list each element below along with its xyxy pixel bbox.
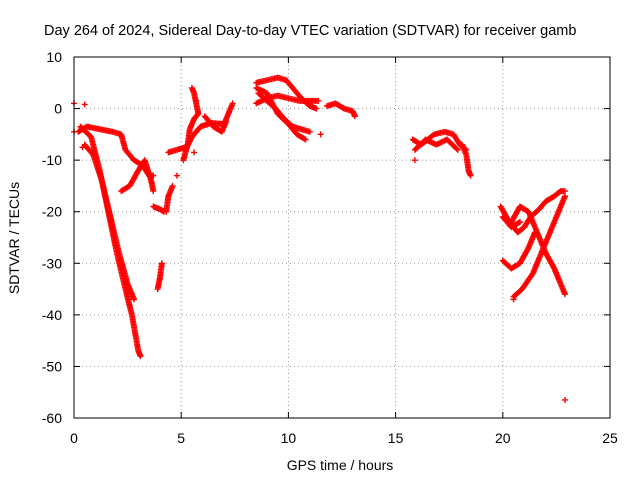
- y-tick-label: -10: [42, 152, 62, 168]
- data-point: [561, 396, 568, 403]
- data-point: [150, 172, 157, 179]
- data-point: [229, 100, 236, 107]
- data-point: [561, 188, 568, 195]
- y-tick-label: 10: [46, 49, 62, 65]
- y-tick-label: -30: [42, 255, 62, 271]
- x-tick-label: 15: [388, 430, 404, 446]
- y-tick-label: -50: [42, 358, 62, 374]
- data-point: [223, 118, 230, 125]
- data-point: [454, 146, 461, 153]
- x-tick-label: 25: [602, 430, 618, 446]
- axis-ticks: [73, 56, 611, 419]
- data-point: [315, 97, 322, 104]
- x-axis-label: GPS time / hours: [287, 457, 394, 473]
- data-point: [351, 112, 358, 119]
- y-axis-tick-labels: 10 0 -10 -20 -30 -40 -50 -60: [42, 49, 62, 426]
- x-tick-label: 0: [70, 430, 78, 446]
- data-point: [510, 296, 517, 303]
- data-point: [188, 84, 195, 91]
- data-point: [79, 144, 86, 151]
- data-point: [131, 296, 138, 303]
- data-point: [169, 182, 176, 189]
- x-tick-label: 20: [495, 430, 511, 446]
- y-tick-label: -20: [42, 204, 62, 220]
- data-point: [173, 172, 180, 179]
- x-tick-label: 5: [177, 430, 185, 446]
- data-point: [515, 219, 522, 226]
- data-point: [81, 101, 88, 108]
- data-point: [150, 188, 157, 195]
- data-point: [191, 149, 198, 156]
- data-point: [301, 135, 308, 142]
- data-point: [302, 136, 309, 143]
- data-point: [561, 193, 568, 200]
- data-points: [71, 74, 568, 403]
- y-tick-label: -60: [42, 410, 62, 426]
- data-point: [313, 105, 320, 112]
- x-axis-tick-labels: 0 5 10 15 20 25: [70, 430, 618, 446]
- y-axis-label: SDTVAR / TECUs: [6, 182, 22, 294]
- data-point: [467, 172, 474, 179]
- data-point: [158, 260, 165, 267]
- data-point: [137, 353, 144, 360]
- data-point: [516, 219, 523, 226]
- data-point: [306, 128, 313, 135]
- x-tick-label: 10: [281, 430, 297, 446]
- grid-lines: [74, 57, 610, 418]
- data-point: [531, 229, 538, 236]
- y-tick-label: -40: [42, 307, 62, 323]
- data-point: [453, 145, 460, 152]
- data-point: [317, 131, 324, 138]
- y-tick-label: 0: [54, 101, 62, 117]
- data-point: [193, 97, 200, 104]
- plot-frame: [73, 56, 611, 419]
- data-point: [561, 291, 568, 298]
- data-point: [411, 157, 418, 164]
- chart-title: Day 264 of 2024, Sidereal Day-to-day VTE…: [44, 23, 576, 39]
